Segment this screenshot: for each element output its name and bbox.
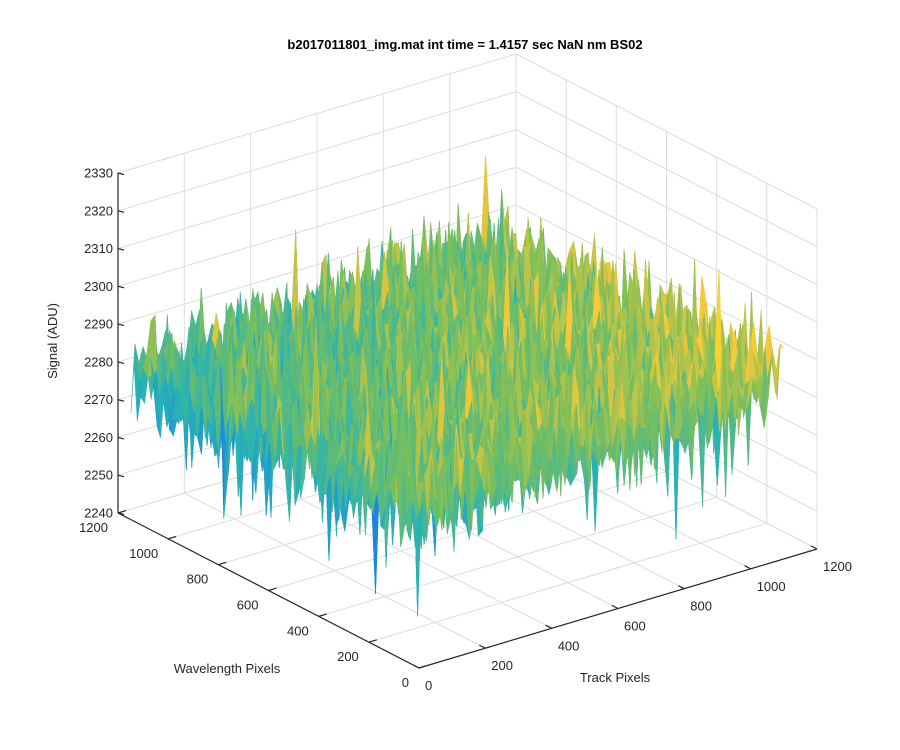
wall-grid-z: [515, 91, 818, 248]
wall-grid-z: [515, 204, 818, 361]
floor-grid-y: [368, 522, 767, 643]
wall-grid-z: [515, 53, 818, 210]
wall-grid-z: [515, 129, 818, 286]
floor-grid-y: [318, 496, 717, 617]
wall-grid-z: [117, 91, 517, 212]
surface-mesh: [130, 155, 784, 617]
wall-grid-z: [117, 166, 517, 287]
wall-grid-z: [117, 204, 517, 325]
chart-title: b2017011801_img.mat int time = 1.4157 se…: [287, 37, 642, 52]
wall-grid-z: [515, 166, 818, 323]
wall-grid-z: [117, 53, 517, 174]
wall-grid-z: [117, 129, 517, 250]
